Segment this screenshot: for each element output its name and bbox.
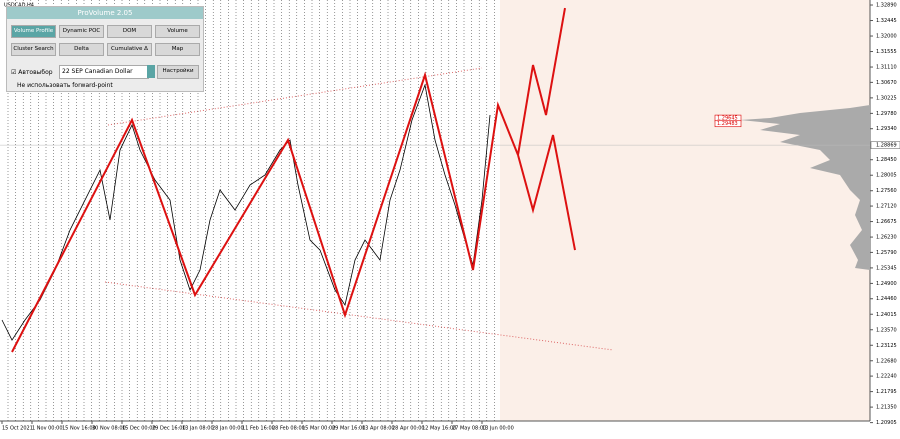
- y-tick-label: 1.29340: [876, 126, 897, 132]
- x-tick-label: 15 Oct 2021: [2, 426, 33, 432]
- y-tick-label: 1.30670: [876, 80, 897, 86]
- zigzag-line: [517, 7, 566, 156]
- x-tick-label: 15 Mar 00:00: [302, 426, 335, 432]
- x-tick-label: 11 Feb 16:00: [242, 426, 275, 432]
- y-tick-label: 1.22680: [876, 358, 897, 364]
- current-price-label: 1.28869: [876, 143, 897, 149]
- x-tick-label: 30 Nov 08:00: [92, 426, 126, 432]
- provolume-panel: ProVolume 2.05 ☑ Автовыбор 22 SEP Canadi…: [6, 6, 204, 92]
- panel-button[interactable]: DOM: [107, 25, 152, 38]
- x-tick-label: 12 May 16:00: [422, 426, 456, 432]
- y-tick-label: 1.27120: [876, 204, 897, 210]
- y-tick-label: 1.32445: [876, 18, 897, 24]
- y-tick-label: 1.28005: [876, 173, 897, 179]
- x-tick-label: 15 Dec 00:00: [122, 426, 156, 432]
- x-tick-label: 28 Jan 00:00: [212, 426, 244, 432]
- x-tick-label: 27 May 08:00: [452, 426, 486, 432]
- x-tick-label: 13 Jun 00:00: [482, 426, 514, 432]
- x-tick-label: 28 Feb 08:00: [272, 426, 305, 432]
- panel-title: ProVolume 2.05: [7, 7, 203, 19]
- panel-button[interactable]: Volume: [155, 25, 200, 38]
- y-tick-label: 1.32890: [876, 3, 897, 9]
- y-tick-label: 1.24015: [876, 312, 897, 318]
- y-tick-label: 1.32000: [876, 34, 897, 40]
- x-tick-label: 29 Dec 16:00: [152, 426, 186, 432]
- x-tick-label: 13 Jan 08:00: [182, 426, 214, 432]
- level-label: 1.29645: [717, 116, 738, 122]
- current-price-box: [870, 141, 900, 149]
- auto-select[interactable]: ☑ Автовыбор: [11, 69, 53, 76]
- panel-button[interactable]: Dynamic POC: [59, 25, 104, 38]
- x-tick-label: 1 Nov 00:00: [32, 426, 63, 432]
- y-tick-label: 1.25790: [876, 250, 897, 256]
- label: Автовыбор: [18, 69, 53, 76]
- y-tick-label: 1.25345: [876, 265, 897, 271]
- chart-title: USDCAD,H4: [4, 3, 34, 9]
- zigzag-line: [517, 134, 576, 251]
- x-tick-label: 28 Apr 00:00: [392, 426, 425, 432]
- x-tick-label: 15 Nov 16:00: [62, 426, 96, 432]
- y-tick-label: 1.28450: [876, 157, 897, 163]
- y-tick-label: 1.21795: [876, 389, 897, 395]
- x-tick-label: 13 Apr 08:00: [362, 426, 395, 432]
- settings-button[interactable]: Настройки: [157, 65, 199, 79]
- x-tick-label: 29 Mar 16:00: [332, 426, 365, 432]
- y-tick-label: 1.31555: [876, 49, 897, 55]
- zigzag-line: [11, 71, 519, 353]
- y-tick-label: 1.24900: [876, 281, 897, 287]
- panel-button[interactable]: Cumulative Δ: [107, 43, 152, 56]
- level-box: [714, 120, 742, 128]
- panel-button[interactable]: Delta: [59, 43, 104, 56]
- y-tick-label: 1.24460: [876, 296, 897, 302]
- y-tick-label: 1.20905: [876, 420, 897, 426]
- future-area: [500, 0, 870, 421]
- volume-profile: [740, 105, 870, 270]
- forward-point[interactable]: Не использовать forward-point: [17, 82, 113, 89]
- panel-button[interactable]: Cluster Search: [11, 43, 56, 56]
- channel-line: [107, 67, 483, 126]
- y-tick-label: 1.23570: [876, 327, 897, 333]
- panel-button[interactable]: Volume Profile: [11, 25, 56, 38]
- level-label: 1.29483: [717, 121, 738, 127]
- y-tick-label: 1.30225: [876, 95, 897, 101]
- price-axis: [870, 0, 900, 435]
- y-tick-label: 1.22240: [876, 374, 897, 380]
- instrument-select[interactable]: 22 SEP Canadian Dollar: [59, 65, 149, 79]
- y-tick-label: 1.26675: [876, 219, 897, 225]
- y-tick-label: 1.26230: [876, 235, 897, 241]
- y-tick-label: 1.31110: [876, 65, 897, 71]
- panel-button[interactable]: Map: [155, 43, 200, 56]
- dropdown-arrow[interactable]: [147, 65, 155, 78]
- y-tick-label: 1.29780: [876, 111, 897, 117]
- price-line: [1, 83, 491, 341]
- y-tick-label: 1.21350: [876, 405, 897, 411]
- y-tick-label: 1.27560: [876, 188, 897, 194]
- y-tick-label: 1.23125: [876, 343, 897, 349]
